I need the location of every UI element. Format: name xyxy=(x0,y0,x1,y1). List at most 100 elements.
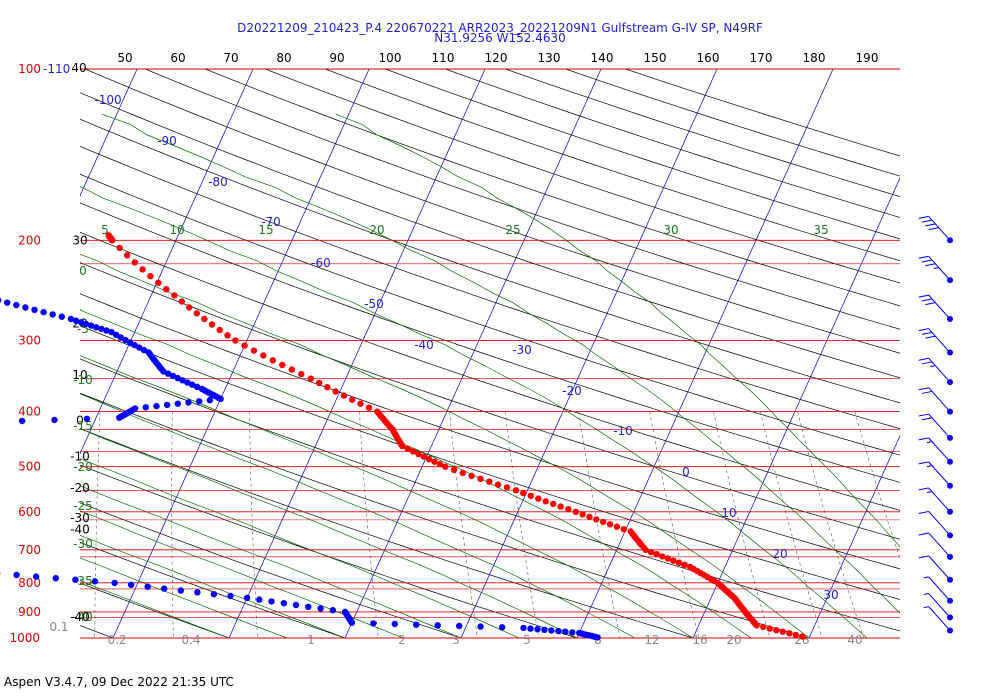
dewpoint-point xyxy=(40,308,47,316)
temperature-point xyxy=(171,292,178,299)
dewpoint-point xyxy=(594,634,601,641)
dewpoint-point xyxy=(77,319,85,326)
mixing-ratio-label: 5 xyxy=(523,633,531,647)
wind-barb-staff xyxy=(928,216,951,241)
temperature-point xyxy=(606,521,614,528)
dry-adiabat-line xyxy=(205,69,900,307)
dry-adiabat-label: -5 xyxy=(77,322,89,336)
temperature-point xyxy=(579,511,586,518)
mixing-ratio-label: 1 xyxy=(307,633,315,647)
dewpoint-point xyxy=(562,628,569,635)
isotherm-line xyxy=(925,69,1000,638)
temperature-point xyxy=(593,516,600,523)
temperature-point xyxy=(565,506,572,513)
isotherm-line xyxy=(80,69,138,197)
dry-adiabat-line xyxy=(505,69,900,197)
temperature-point xyxy=(494,481,502,488)
temperature-point xyxy=(250,347,258,354)
dewpoint-point xyxy=(179,377,186,384)
fahrenheit-tick-label: 150 xyxy=(644,51,667,65)
mixing-ratio-line xyxy=(578,411,621,638)
temperature-point xyxy=(349,396,356,403)
dry-adiabat-line xyxy=(80,428,694,638)
wind-barb-flag xyxy=(921,259,933,263)
wind-barb-staff xyxy=(928,255,951,281)
pressure-tick-label: 900 xyxy=(18,605,41,619)
wind-barb-flag xyxy=(921,390,933,394)
height-label: -10 xyxy=(70,450,90,464)
dewpoint-point xyxy=(569,629,576,636)
mixing-ratio-line xyxy=(797,411,865,638)
temperature-point xyxy=(520,489,527,497)
mixing-ratio-label: 0.2 xyxy=(107,633,126,647)
fahrenheit-tick-label: 90 xyxy=(329,51,344,65)
isotherm-label: -100 xyxy=(94,93,121,107)
dewpoint-point xyxy=(227,592,234,600)
temperature-point xyxy=(109,237,116,244)
moist-adiabat-label: 5 xyxy=(101,223,109,237)
temperature-point xyxy=(642,546,649,554)
fahrenheit-tick-label: 60 xyxy=(170,51,185,65)
isotherm-line xyxy=(80,69,254,455)
chart-title-line1: D20221209_210423_P.4 220670221 ARR2023_2… xyxy=(237,21,763,35)
wind-barb-flag xyxy=(918,555,929,559)
temperature-point xyxy=(648,548,655,556)
dewpoint-point xyxy=(196,398,203,405)
wind-barb-staff xyxy=(928,387,951,412)
wind-barb-staff xyxy=(928,511,951,536)
temperature-point xyxy=(307,375,315,382)
mixing-ratio-label: 20 xyxy=(726,633,741,647)
dewpoint-point xyxy=(82,320,90,328)
dewpoint-point xyxy=(174,374,181,382)
fahrenheit-tick-label: 160 xyxy=(697,51,720,65)
temperature-point xyxy=(357,400,364,407)
temperature-point xyxy=(477,475,484,482)
isotherm-label: -30 xyxy=(512,343,532,357)
dry-adiabat-line xyxy=(385,69,900,240)
dry-adiabat-line xyxy=(80,202,900,483)
temperature-point xyxy=(786,630,793,637)
temperature-point xyxy=(675,559,683,566)
temperature-point xyxy=(332,388,339,395)
isotherm-line xyxy=(344,69,602,638)
wind-barb-flag xyxy=(925,223,936,227)
moist-adiabat-label: 35 xyxy=(813,223,828,237)
height-label: 0 xyxy=(76,414,84,428)
fahrenheit-tick-label: 180 xyxy=(803,51,826,65)
temperature-point xyxy=(586,513,593,521)
wind-barb-flag xyxy=(918,510,929,514)
chart-title-line2: N31.9256 W152.4630 xyxy=(434,31,566,45)
moist-adiabat-line xyxy=(80,428,578,638)
dewpoint-point xyxy=(33,573,40,580)
wind-barb-half-flag xyxy=(933,266,939,269)
dewpoint-point xyxy=(520,624,527,632)
dewpoint-point xyxy=(348,619,356,626)
wind-barb-staff xyxy=(928,461,951,487)
temperature-point xyxy=(260,352,267,359)
fahrenheit-tick-label: 50 xyxy=(117,51,132,65)
temperature-point xyxy=(779,628,786,635)
wind-barb-half-flag xyxy=(923,606,929,609)
temperature-point xyxy=(542,498,549,505)
mixing-ratio-label: 2 xyxy=(398,633,406,647)
pressure-tick-label: 700 xyxy=(18,543,41,557)
moist-adiabat-label: 25 xyxy=(505,223,520,237)
temperature-point xyxy=(186,304,193,311)
temperature-point xyxy=(404,445,411,452)
isotherm-label: -70 xyxy=(261,215,281,229)
isotherm-label: -10 xyxy=(613,424,633,438)
dewpoint-point xyxy=(534,626,541,633)
dry-adiabat-line xyxy=(565,69,900,177)
temperature-point xyxy=(486,478,493,485)
isotherm-label: -40 xyxy=(414,338,434,352)
fahrenheit-tick-label: 80 xyxy=(276,51,291,65)
dewpoint-point xyxy=(140,346,148,354)
wind-barb-flag xyxy=(925,263,936,267)
dry-adiabat-line xyxy=(445,69,900,218)
isotherm-label: -50 xyxy=(364,297,384,311)
moist-adiabat-line xyxy=(80,355,694,638)
dewpoint-point xyxy=(13,571,20,579)
dry-adiabat-line xyxy=(265,69,900,284)
dewpoint-point xyxy=(210,591,218,598)
temperature-point xyxy=(124,252,131,259)
